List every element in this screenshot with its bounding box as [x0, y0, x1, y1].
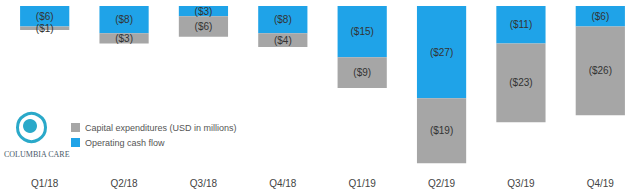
svg-text:($9): ($9) — [353, 67, 371, 78]
svg-text:($6): ($6) — [591, 11, 609, 22]
svg-text:($6): ($6) — [195, 21, 213, 32]
svg-text:($8): ($8) — [115, 14, 133, 25]
svg-text:($4): ($4) — [274, 35, 292, 46]
svg-text:Q4/19: Q4/19 — [587, 178, 615, 189]
svg-text:Operating cash flow: Operating cash flow — [85, 138, 165, 148]
svg-text:Q3/19: Q3/19 — [507, 178, 535, 189]
svg-text:COLUMBIA CARE: COLUMBIA CARE — [4, 150, 70, 159]
svg-text:($3): ($3) — [115, 33, 133, 44]
svg-text:($15): ($15) — [351, 26, 374, 37]
svg-text:($8): ($8) — [274, 14, 292, 25]
svg-text:($6): ($6) — [36, 11, 54, 22]
svg-text:Q1/19: Q1/19 — [349, 178, 377, 189]
svg-text:($1): ($1) — [36, 23, 54, 34]
svg-text:Capital expenditures (USD in m: Capital expenditures (USD in millions) — [85, 123, 237, 133]
svg-text:($23): ($23) — [509, 77, 532, 88]
svg-text:($27): ($27) — [430, 47, 453, 58]
svg-text:($19): ($19) — [430, 125, 453, 136]
svg-text:($11): ($11) — [510, 19, 533, 30]
svg-text:Q4/18: Q4/18 — [269, 178, 297, 189]
svg-text:($26): ($26) — [589, 65, 612, 76]
svg-text:Q1/18: Q1/18 — [31, 178, 59, 189]
svg-text:Q2/19: Q2/19 — [428, 178, 456, 189]
svg-text:($3): ($3) — [195, 6, 213, 17]
svg-text:Q3/18: Q3/18 — [190, 178, 218, 189]
svg-text:Q2/18: Q2/18 — [110, 178, 138, 189]
